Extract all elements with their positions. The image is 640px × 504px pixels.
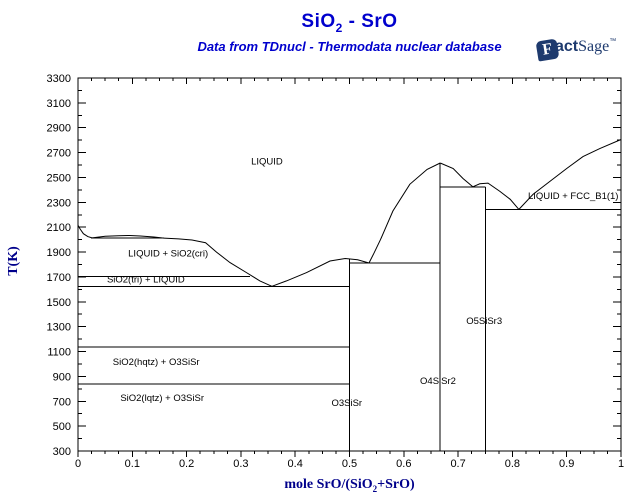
chart-subtitle: Data from TDnucl - Thermodata nuclear da… [197, 39, 502, 54]
x-tick-label: 1 [618, 458, 624, 470]
factsage-fact-text: act [555, 38, 579, 55]
y-tick-label: 3300 [47, 73, 71, 85]
region-label: O4SiSr2 [420, 376, 456, 387]
x-tick-label: 0.5 [342, 458, 357, 470]
y-tick-label: 2100 [47, 222, 71, 234]
y-tick-label: 1500 [47, 297, 71, 309]
region-label: LIQUID [251, 156, 283, 167]
chart-title: SiO2 - SrO [78, 11, 621, 35]
x-tick-label: 0.4 [288, 458, 303, 470]
y-tick-label: 1300 [47, 322, 71, 334]
x-axis-title-text: mole SrO/(SiO [284, 477, 373, 492]
phase-boundary-curves [77, 139, 622, 451]
y-tick-label: 2500 [47, 172, 71, 184]
y-tick-label: 500 [53, 421, 71, 433]
curve-liquidus-to-eutectic-1 [163, 237, 273, 287]
curve-liquidus-O5SiSr3-dome [472, 182, 520, 210]
x-axis-title-text-2: +SrO) [377, 477, 415, 492]
curve-liquidus-O4SiSr2-left [368, 162, 441, 264]
curve-miscibility-dome [92, 234, 164, 239]
x-tick-label: 0.8 [505, 458, 520, 470]
axis-ticks [77, 77, 622, 457]
y-tick-label: 3100 [47, 98, 71, 110]
curve-liquidus-O4SiSr2-right [440, 162, 474, 188]
region-label: O3SiSr [331, 398, 362, 409]
chart-title-subscript: 2 [335, 20, 343, 35]
factsage-trademark: ™ [609, 38, 617, 45]
x-tick-label: 0.6 [396, 458, 411, 470]
x-tick-label: 0.1 [125, 458, 140, 470]
y-tick-label: 300 [53, 446, 71, 458]
factsage-sage-text: Sage [578, 38, 610, 55]
x-tick-label: 0.2 [179, 458, 194, 470]
factsage-logo: FactSage™ [535, 38, 617, 62]
curve-liquidus-O3SiSr-dome [271, 257, 370, 287]
region-label: SiO2(hqtz) + O3SiSr [113, 357, 200, 368]
x-axis-title-subscript: 2 [372, 483, 378, 494]
y-tick-label: 1100 [47, 347, 71, 359]
y-tick-label: 700 [53, 396, 71, 408]
y-tick-label: 2700 [47, 148, 71, 160]
x-tick-label: 0.7 [450, 458, 465, 470]
region-label: O5SiSr3 [466, 316, 502, 327]
chart-title-text-2: - SrO [342, 11, 398, 32]
curve-liquidus-SrO [518, 139, 622, 210]
y-tick-label: 1900 [47, 247, 71, 259]
factsage-f-mark-icon: F [535, 38, 560, 62]
y-tick-label: 2300 [47, 197, 71, 209]
chart-title-text: SiO [301, 11, 336, 32]
y-tick-label: 2900 [47, 123, 71, 135]
x-tick-label: 0.3 [233, 458, 248, 470]
factsage-f-letter: F [541, 40, 554, 59]
y-axis-title: T(K) [6, 246, 21, 276]
x-tick-label: 0 [75, 458, 81, 470]
region-label: LIQUID + SiO2(cri) [128, 249, 208, 260]
region-label: SiO2(lqtz) + O3SiSr [120, 393, 204, 404]
curve-liquidus-SiO2-left [77, 224, 93, 239]
y-tick-label: 1700 [47, 272, 71, 284]
region-labels: LIQUID LIQUID + SiO2(cri) SiO2(tri) + LIQU… [107, 156, 619, 408]
y-tick-label: 900 [53, 371, 71, 383]
region-label: LIQUID + FCC_B1(1) [528, 191, 619, 202]
tick-labels: 0 0.1 0.2 0.3 0.4 0.5 0.6 0.7 0.8 0.9 130050070090… [47, 73, 625, 470]
x-tick-label: 0.9 [559, 458, 574, 470]
region-label: SiO2(tri) + LIQUID [107, 274, 185, 285]
x-axis-title: mole SrO/(SiO2+SrO) [78, 477, 621, 494]
